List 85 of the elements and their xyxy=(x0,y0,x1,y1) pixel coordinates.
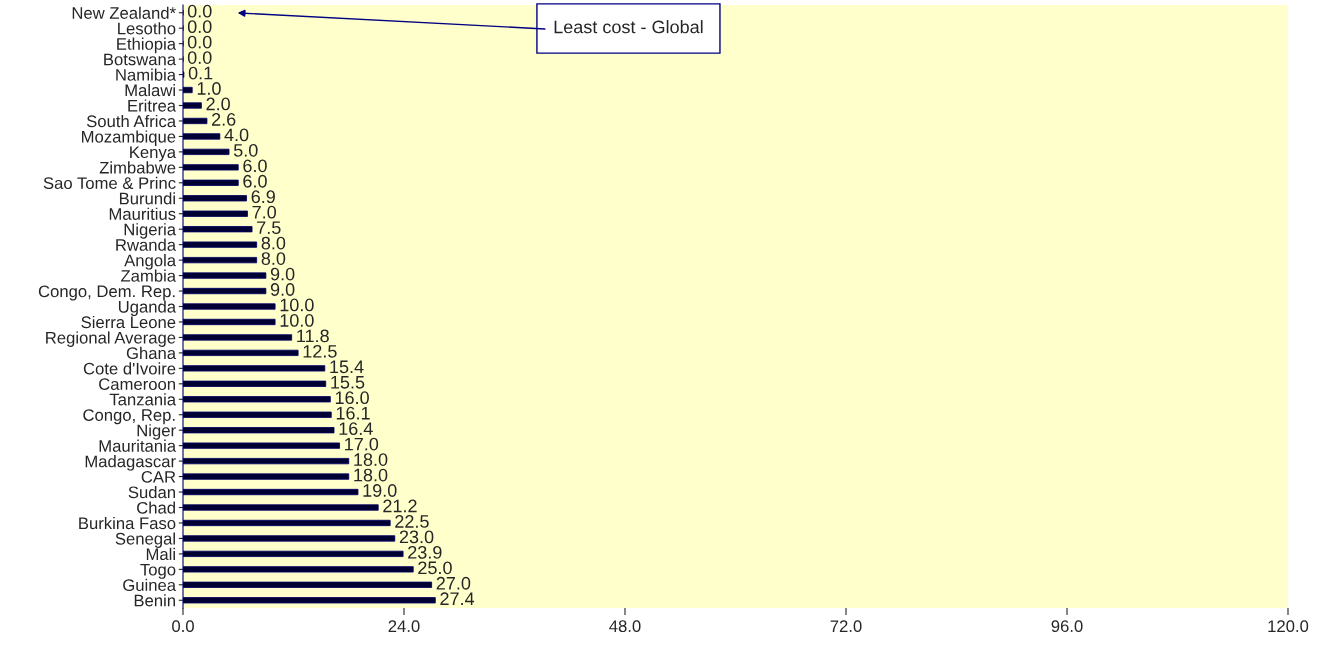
data-label: 0.0 xyxy=(187,20,212,34)
data-label: 15.5 xyxy=(331,376,365,389)
y-tick-label: Eritrea xyxy=(128,99,177,112)
y-tick-label: Madagascar xyxy=(85,455,176,471)
data-label: 27.4 xyxy=(440,592,475,605)
data-label: 10.0 xyxy=(280,314,314,327)
y-tick-label: Mauritania xyxy=(99,439,177,452)
y-tick-label: Sierra Leone xyxy=(81,315,176,329)
data-label: 18.0 xyxy=(354,453,388,466)
data-label: 23.0 xyxy=(399,530,434,544)
data-label: 2.6 xyxy=(212,113,236,126)
x-tick-label: 96.0 xyxy=(1051,620,1083,633)
data-label: 9.0 xyxy=(270,267,295,281)
y-tick-label: Sao Tome & Princ xyxy=(43,176,176,190)
y-tick-label: Zimbabwe xyxy=(99,161,176,174)
y-tick-label: Nigeria xyxy=(124,223,177,239)
y-tick-label: Kenya xyxy=(130,146,177,162)
y-tick-label: CAR xyxy=(141,470,176,483)
data-label: 11.8 xyxy=(297,329,329,343)
data-label: 23.9 xyxy=(408,545,442,559)
data-label: 18.0 xyxy=(354,468,388,482)
y-tick-label: Burundi xyxy=(119,192,175,205)
data-label: 1.0 xyxy=(197,82,221,95)
y-tick-label: Chad xyxy=(137,501,175,514)
data-label: 27.0 xyxy=(436,576,471,590)
y-tick-label: Mozambique xyxy=(82,130,176,146)
data-label: 0.0 xyxy=(187,35,212,49)
data-label: 0.0 xyxy=(187,51,212,64)
x-tick-label: 0.0 xyxy=(172,620,194,633)
data-label: 8.0 xyxy=(261,236,286,250)
y-tick-label: Malawi xyxy=(125,84,175,97)
y-tick-label: South Africa xyxy=(86,114,177,128)
y-tick-label: Sudan xyxy=(128,486,175,499)
y-tick-label: Angola xyxy=(124,254,177,270)
data-label: 2.0 xyxy=(206,97,230,111)
y-tick-label: Cote d'Ivoire xyxy=(83,362,176,375)
y-tick-label: Rwanda xyxy=(116,238,177,251)
y-tick-label: Uganda xyxy=(118,300,177,316)
y-tick-label: Congo, Rep. xyxy=(83,409,175,425)
data-label: 19.0 xyxy=(363,484,397,497)
y-tick-label: Zambia xyxy=(121,269,177,282)
data-label: 21.2 xyxy=(383,499,417,513)
y-tick-label: Namibia xyxy=(116,68,177,81)
y-tick-label: Togo xyxy=(140,563,176,579)
data-label: 16.1 xyxy=(336,406,370,420)
x-tick-label: 24.0 xyxy=(388,620,420,633)
data-label: 8.0 xyxy=(261,252,286,265)
data-label: 7.5 xyxy=(257,221,281,235)
data-label: 12.5 xyxy=(303,344,337,358)
y-tick-label: Senegal xyxy=(115,532,175,548)
data-label: 22.5 xyxy=(395,515,429,528)
x-tick-label: 48.0 xyxy=(609,620,641,633)
x-tick-label: 120.0 xyxy=(1268,620,1309,633)
y-tick-label: Guinea xyxy=(123,578,177,592)
y-tick-label: Niger xyxy=(137,424,176,440)
y-tick-label: Ethiopia xyxy=(117,37,177,54)
annotation: Least cost - Global xyxy=(554,20,703,34)
data-label: 4.0 xyxy=(224,128,249,142)
data-label: 16.4 xyxy=(339,422,373,436)
y-tick-label: Congo, Dem. Rep. xyxy=(38,285,175,301)
y-tick-label: Ghana xyxy=(126,346,177,360)
data-label: 0.1 xyxy=(188,66,213,80)
y-tick-label: Benin xyxy=(134,594,175,607)
data-label: 9.0 xyxy=(270,283,295,296)
y-tick-label: Botswana xyxy=(104,53,177,66)
data-label: 25.0 xyxy=(418,561,452,575)
y-tick-label: Mali xyxy=(146,547,175,561)
x-tick-label: 72.0 xyxy=(830,620,862,633)
data-label: 15.4 xyxy=(330,360,364,374)
y-tick-label: Cameroon xyxy=(99,378,175,391)
data-label: 5.0 xyxy=(233,143,258,157)
data-label: 10.0 xyxy=(280,298,314,312)
y-tick-label: Lesotho xyxy=(118,22,176,35)
y-tick-label: Regional Average xyxy=(46,331,176,347)
y-tick-label: Burkina Faso xyxy=(79,516,176,530)
data-label: 17.0 xyxy=(345,437,379,451)
data-label: 0.0 xyxy=(187,4,212,18)
y-tick-label: New Zealand* xyxy=(72,6,176,19)
y-tick-label: Mauritius xyxy=(109,207,176,220)
data-label: 7.0 xyxy=(252,205,277,219)
data-label: 16.0 xyxy=(335,391,369,405)
data-label: 6.0 xyxy=(243,159,267,173)
data-label: 6.9 xyxy=(251,190,275,204)
data-label: 6.0 xyxy=(243,174,267,188)
y-tick-label: Tanzania xyxy=(109,393,177,406)
